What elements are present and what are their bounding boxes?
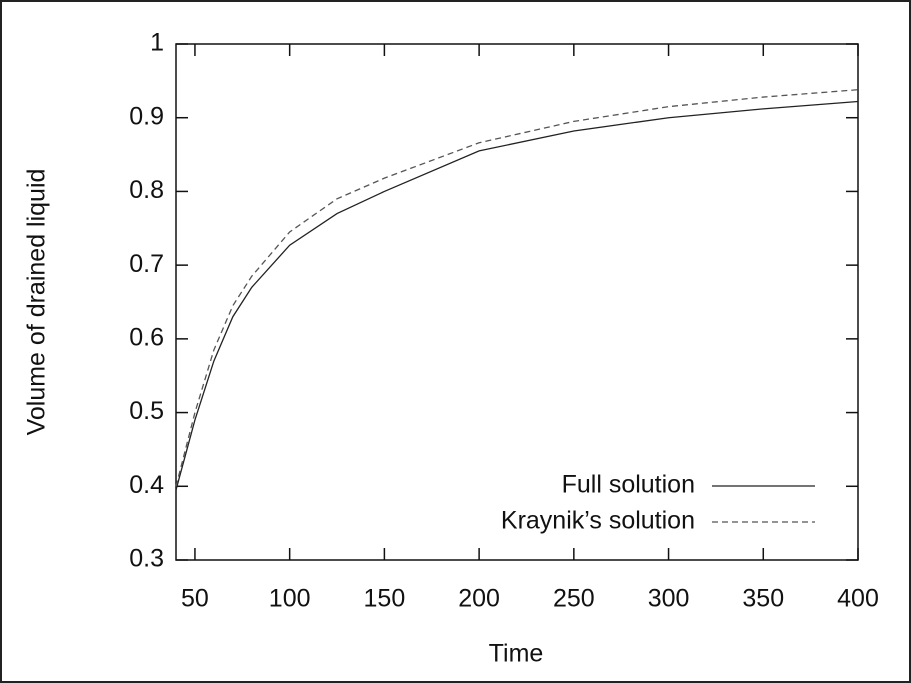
y-axis-label: Volume of drained liquid	[23, 169, 51, 436]
legend-label: Full solution	[562, 471, 695, 499]
x-tick-label: 400	[837, 585, 879, 613]
line-series	[175, 89, 859, 487]
y-tick-label: 0.8	[129, 176, 164, 204]
y-tick-label: 0.5	[129, 397, 164, 425]
y-tick-label: 0.7	[129, 250, 164, 278]
x-axis-label: Time	[489, 640, 544, 668]
x-tick-label: 150	[364, 585, 406, 613]
y-tick-label: 0.3	[129, 545, 164, 573]
y-tick-label: 0.4	[129, 471, 164, 499]
legend-label: Kraynik’s solution	[501, 507, 695, 535]
x-tick-label: 50	[181, 585, 209, 613]
y-tick-label: 1	[150, 29, 164, 57]
y-tick-label: 0.9	[129, 102, 164, 130]
line-series	[175, 100, 859, 491]
x-tick-label: 300	[648, 585, 690, 613]
x-tick-label: 350	[742, 585, 784, 613]
x-tick-label: 200	[458, 585, 500, 613]
plot-area	[175, 43, 859, 561]
y-tick-label: 0.6	[129, 323, 164, 351]
x-tick-label: 250	[553, 585, 595, 613]
x-tick-label: 100	[269, 585, 311, 613]
